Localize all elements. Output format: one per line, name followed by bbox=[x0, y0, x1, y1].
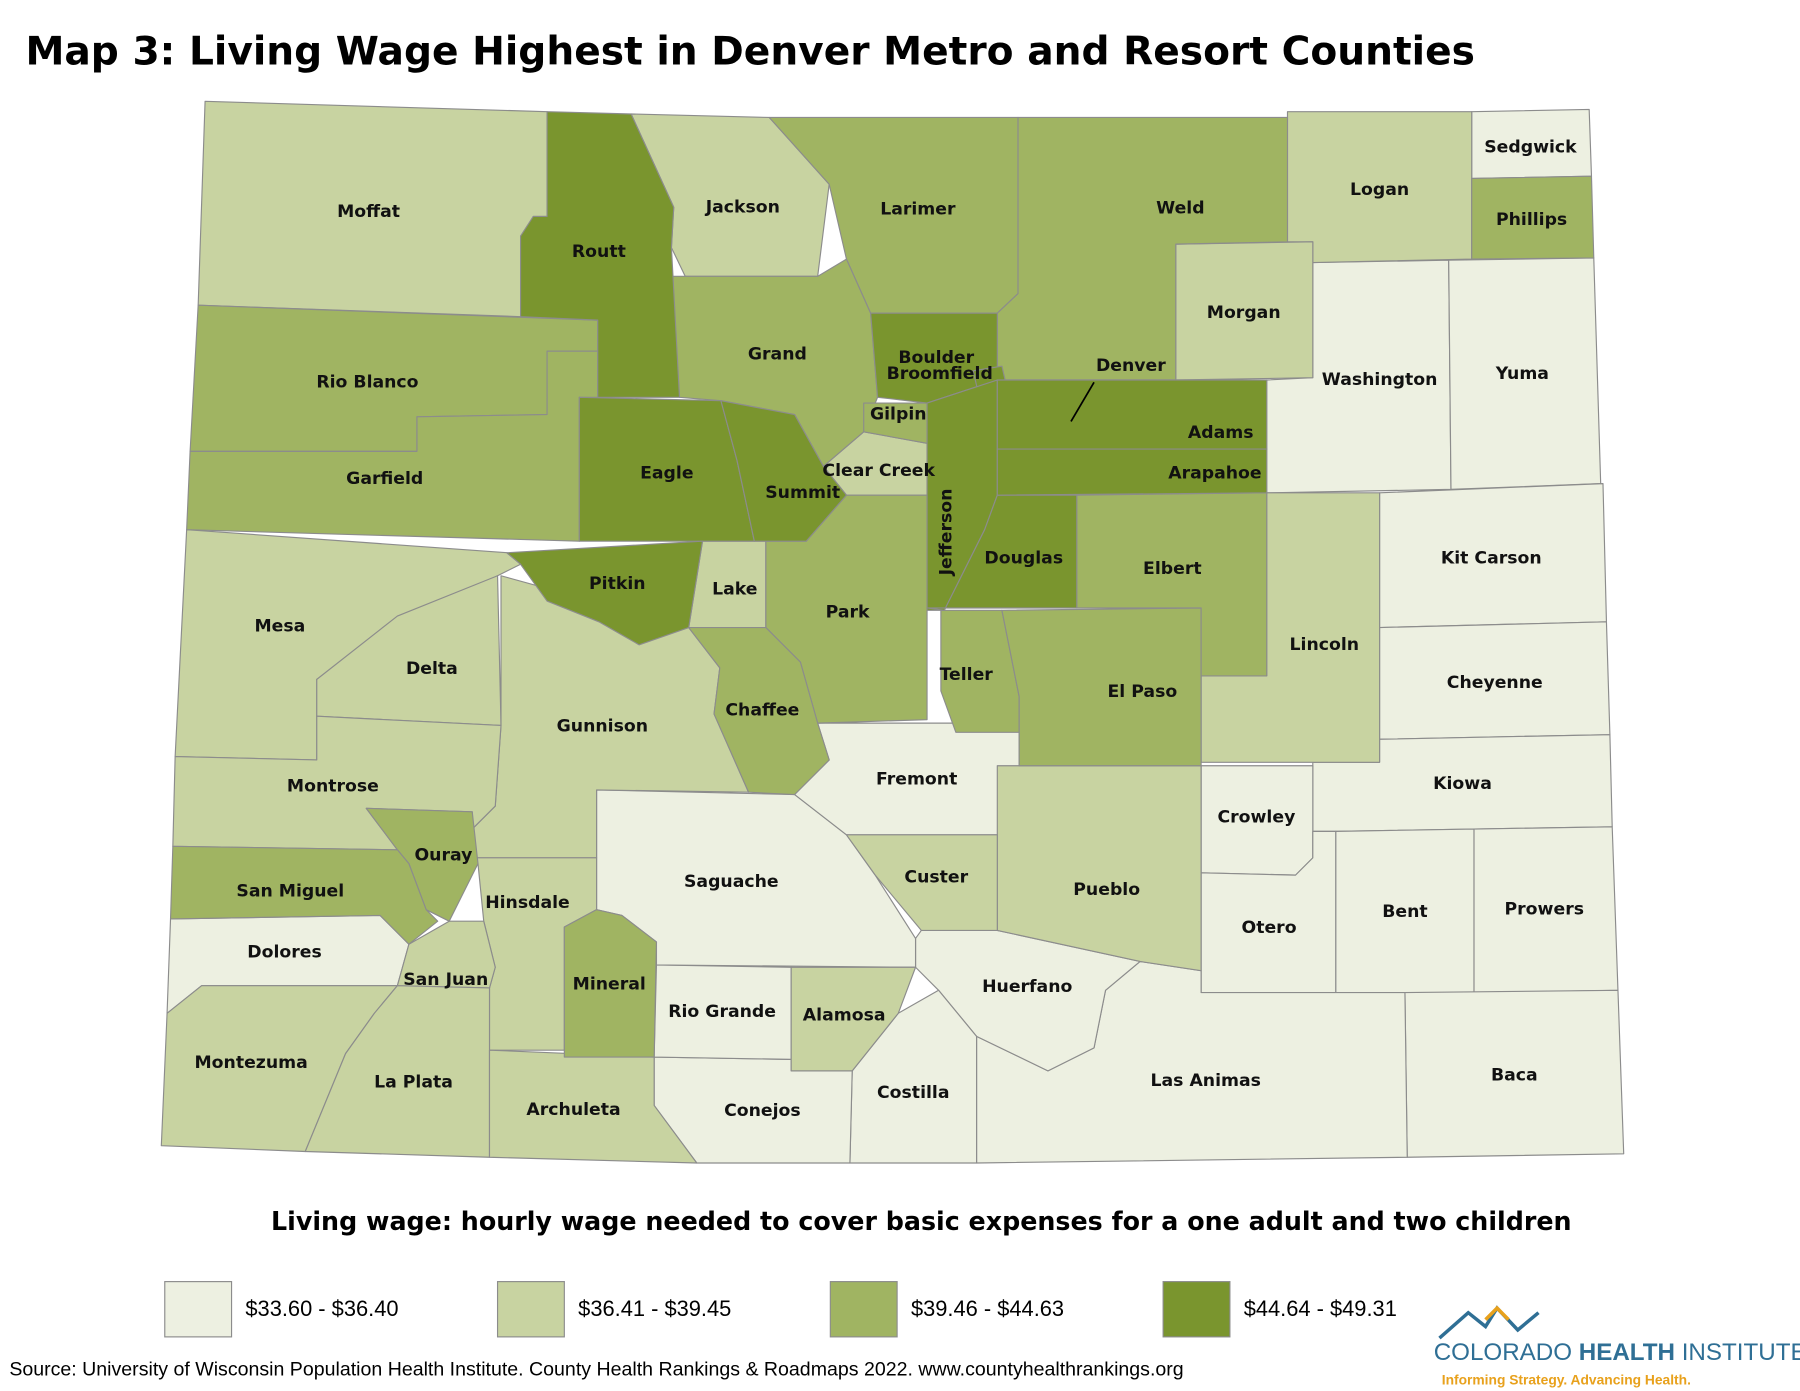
county-label: Chaffee bbox=[725, 700, 799, 720]
county-label: Summit bbox=[765, 483, 840, 503]
county-label: Clear Creek bbox=[822, 461, 935, 481]
legend-swatch bbox=[496, 1281, 565, 1338]
county-label: Saguache bbox=[684, 872, 779, 892]
county-label: Grand bbox=[748, 345, 807, 365]
logo-peak bbox=[1484, 1305, 1510, 1321]
legend-label: $36.41 - $39.45 bbox=[578, 1296, 731, 1321]
county-label: San Miguel bbox=[236, 881, 344, 901]
county-label: Sedgwick bbox=[1484, 137, 1577, 157]
county-label: Jefferson bbox=[937, 489, 957, 577]
county-label: La Plata bbox=[374, 1072, 453, 1092]
county-label: Montrose bbox=[287, 776, 379, 796]
legend-label: $33.60 - $36.40 bbox=[245, 1296, 398, 1321]
county-label: Crowley bbox=[1217, 808, 1295, 828]
legend-swatch bbox=[164, 1281, 233, 1338]
county-label: Park bbox=[826, 603, 870, 623]
logo-name: COLORADO HEALTH INSTITUTE bbox=[1434, 1340, 1800, 1367]
logo-tagline: Informing Strategy. Advancing Health. bbox=[1442, 1371, 1691, 1387]
county-label: Mineral bbox=[573, 975, 646, 995]
county bbox=[1471, 175, 1595, 260]
county-labels: Sedgwick Washington Yuma Kit Carson Cheyenne… bbox=[194, 137, 1584, 1121]
county-label: Lincoln bbox=[1290, 635, 1360, 655]
county bbox=[790, 966, 917, 1072]
county-label: Alamosa bbox=[803, 1006, 886, 1026]
legend-swatch bbox=[829, 1281, 898, 1338]
county bbox=[563, 909, 658, 1058]
map-title: Map 3: Living Wage Highest in Denver Met… bbox=[25, 30, 1475, 75]
county-label: Dolores bbox=[247, 942, 321, 962]
county bbox=[506, 540, 704, 646]
county-label: Washington bbox=[1322, 370, 1438, 390]
county-label: Elbert bbox=[1143, 559, 1202, 579]
county bbox=[520, 111, 681, 398]
county-label: El Paso bbox=[1108, 682, 1178, 702]
county-label: Las Animas bbox=[1151, 1071, 1261, 1091]
county-label: Eagle bbox=[640, 463, 693, 483]
county-label: Denver bbox=[1096, 356, 1166, 376]
county-label: Fremont bbox=[876, 770, 957, 790]
county-label: Phillips bbox=[1496, 210, 1567, 230]
county-label: Ouray bbox=[415, 846, 473, 866]
logo: COLORADO HEALTH INSTITUTE Informing Stra… bbox=[1434, 1305, 1800, 1387]
county-label: Kiowa bbox=[1433, 774, 1492, 794]
county-label: Teller bbox=[940, 665, 994, 685]
county-label: Garfield bbox=[346, 469, 423, 489]
county bbox=[169, 845, 439, 945]
county-label: San Juan bbox=[403, 970, 488, 990]
county-label: Arapahoe bbox=[1168, 463, 1261, 483]
county-label: Baca bbox=[1491, 1065, 1538, 1085]
county bbox=[720, 400, 848, 542]
county-label: Cheyenne bbox=[1447, 673, 1543, 693]
county-label: Costilla bbox=[877, 1083, 949, 1103]
county-label: Logan bbox=[1350, 180, 1409, 200]
county-label: Pitkin bbox=[589, 574, 646, 594]
county-label: Yuma bbox=[1495, 364, 1549, 384]
county-label: Hinsdale bbox=[485, 893, 570, 913]
county-label: Broomfield bbox=[887, 364, 993, 384]
county-label: Larimer bbox=[880, 200, 956, 220]
denver-leader bbox=[1070, 381, 1095, 422]
county-label: Adams bbox=[1188, 423, 1254, 443]
county-label: Morgan bbox=[1207, 303, 1281, 323]
county-layer bbox=[160, 100, 1625, 1164]
county-label: Custer bbox=[904, 867, 968, 887]
county-label: Kit Carson bbox=[1441, 548, 1542, 568]
county-label: Conejos bbox=[724, 1101, 801, 1121]
county-label: Boulder bbox=[898, 348, 974, 368]
county bbox=[304, 985, 491, 1158]
legend-label: $39.46 - $44.63 bbox=[911, 1296, 1064, 1321]
county-label: Prowers bbox=[1505, 900, 1584, 920]
county-label: Gilpin bbox=[870, 405, 927, 425]
legend-label: $44.64 - $49.31 bbox=[1244, 1296, 1397, 1321]
county-label: Delta bbox=[406, 659, 458, 679]
legend-swatch bbox=[1162, 1281, 1231, 1338]
source-note: Source: University of Wisconsin Populati… bbox=[9, 1358, 1183, 1380]
county bbox=[688, 626, 830, 796]
county-label: Douglas bbox=[984, 548, 1063, 568]
logo-mountains bbox=[1438, 1305, 1540, 1340]
county-label: Moffat bbox=[337, 202, 400, 222]
county bbox=[845, 834, 998, 931]
county-label: Archuleta bbox=[526, 1100, 620, 1120]
county-label: Mesa bbox=[255, 616, 306, 636]
legend-title: Living wage: hourly wage needed to cover… bbox=[271, 1206, 1571, 1236]
county-label: Lake bbox=[712, 580, 757, 600]
county-label: Rio Blanco bbox=[316, 372, 418, 392]
county-label: Jackson bbox=[705, 197, 780, 217]
county bbox=[926, 494, 1078, 611]
county-label: Gunnison bbox=[557, 717, 648, 737]
county-label: Rio Grande bbox=[668, 1002, 776, 1022]
legend: $33.60 - $36.40 $36.41 - $39.45 $39.46 - $… bbox=[164, 1281, 1397, 1338]
county-label: Montezuma bbox=[194, 1053, 307, 1073]
county-label: Routt bbox=[572, 242, 626, 262]
county-label: Otero bbox=[1242, 918, 1297, 938]
county-label: Bent bbox=[1382, 902, 1427, 922]
county-label: Weld bbox=[1156, 198, 1204, 218]
county-label: Pueblo bbox=[1073, 880, 1140, 900]
county bbox=[996, 448, 1268, 496]
county-label: Huerfano bbox=[982, 977, 1072, 997]
